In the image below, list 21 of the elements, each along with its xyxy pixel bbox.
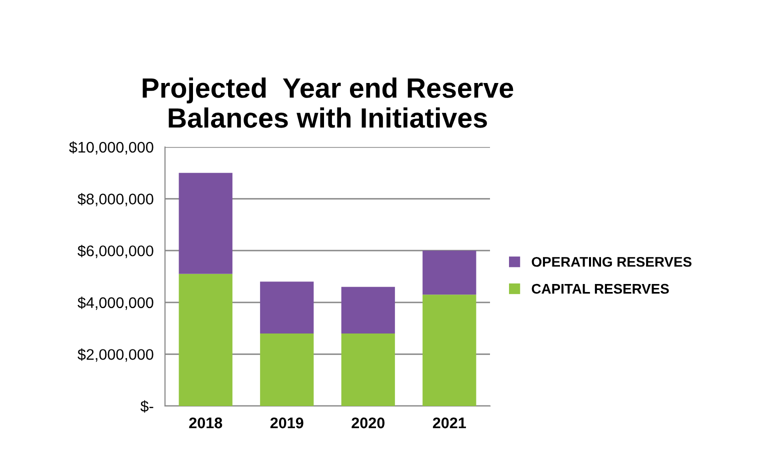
bar	[422, 250, 476, 295]
y-tick-label: $-	[140, 400, 154, 413]
x-tick-label: 2018	[189, 418, 222, 428]
bar	[178, 274, 232, 406]
x-tick-label: 2021	[432, 418, 466, 428]
y-tick-label: $8,000,000	[78, 193, 154, 206]
x-tick-label: 2019	[270, 418, 304, 428]
legend-label: OPERATING RESERVES	[532, 256, 692, 267]
y-tick-label: $2,000,000	[78, 348, 154, 362]
bar	[260, 333, 314, 406]
y-tick-label: $6,000,000	[78, 244, 154, 258]
bar	[341, 333, 395, 406]
y-tick-label: $10,000,000	[69, 141, 154, 154]
y-tick-label: $4,000,000	[78, 296, 154, 310]
bar	[422, 294, 476, 406]
bar	[178, 172, 232, 274]
x-tick-label: 2020	[352, 418, 384, 428]
bar	[341, 286, 395, 334]
legend-label: CAPITAL RESERVES	[532, 284, 669, 294]
chart-title: Projected Year end Reserve Balances with Initiatives	[142, 78, 514, 128]
bar	[260, 282, 314, 334]
